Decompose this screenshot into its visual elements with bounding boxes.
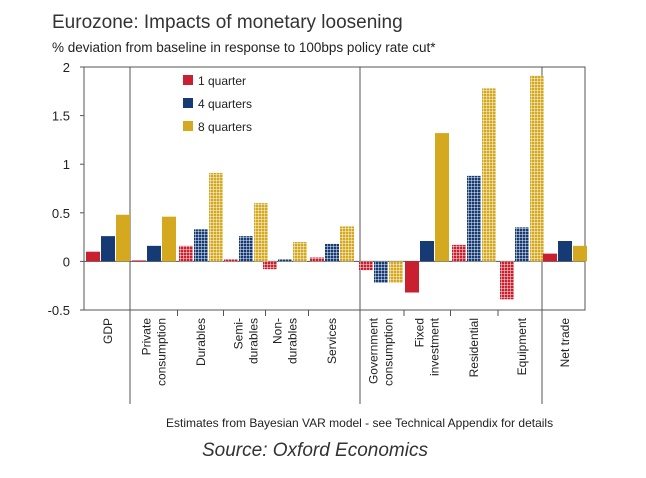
chart-legend: 1 quarter 4 quarters 8 quarters [183,74,252,134]
bar-4-quarters-10 [558,240,572,262]
y-tick-label: 1 [63,157,70,172]
category-label-line: durables [286,318,300,364]
plot-frame [83,66,586,311]
y-tick-label: 0 [63,254,70,269]
chart-bars [86,75,587,300]
category-label-line: Services [325,318,339,364]
chart-title: Eurozone: Impacts of monetary loosening [52,12,403,33]
bar-8-quarters-9 [530,75,544,262]
category-label-line: GDP [101,318,115,344]
category-label-line: Residential [467,318,481,377]
category-label: Equipment [515,317,529,375]
category-label: Residential [467,318,481,377]
bar-1-quarter-6 [359,261,373,271]
y-tick-label: 1.5 [52,109,70,124]
category-label: Net trade [558,318,572,368]
bar-4-quarters-3 [239,236,253,262]
bar-4-quarters-1 [147,245,161,262]
chart-subtitle: % deviation from baseline in response to… [52,40,436,55]
category-label: Non-durables [271,318,300,364]
bar-4-quarters-0 [101,236,115,262]
bar-4-quarters-2 [194,229,208,262]
category-label-line: Fixed [413,318,427,347]
bar-1-quarter-4 [263,261,277,270]
category-label: Durables [194,318,208,366]
category-label: Services [325,318,339,364]
bar-1-quarter-5 [310,257,324,262]
chart-labels: GDP Private consumption Durables Semi-durabl… [101,317,572,386]
y-tick-label: 0.5 [52,206,70,221]
bar-1-quarter-10 [543,253,557,262]
category-label: Semi-durables [232,318,261,364]
category-label-line: durables [247,318,261,364]
category-label-line: investment [428,317,442,376]
legend-swatch [183,98,193,108]
category-label-line: Non- [271,318,285,344]
bar-8-quarters-10 [573,245,587,262]
bar-8-quarters-8 [482,88,496,262]
bar-1-quarter-7 [405,261,419,293]
category-label: Government consumption [367,317,396,386]
bar-1-quarter-8 [452,244,466,262]
category-label: Fixed investment [413,317,442,376]
legend-label: 1 quarter [198,74,246,88]
bar-4-quarters-5 [325,243,339,262]
category-label-line: Semi- [232,318,246,349]
bar-8-quarters-6 [389,261,403,283]
bar-1-quarter-3 [224,259,238,262]
category-label-line: Durables [194,318,208,366]
bar-4-quarters-8 [467,175,481,262]
legend-swatch [183,121,193,131]
legend-label: 8 quarters [198,120,252,134]
category-label: GDP [101,318,115,344]
category-label-line: Equipment [515,317,529,375]
bar-4-quarters-7 [420,240,434,262]
legend-label: 4 quarters [198,97,252,111]
bar-8-quarters-5 [340,226,354,262]
legend-swatch [183,75,193,85]
y-tick-label: -0.5 [48,303,70,318]
category-label-line: Private [140,318,154,356]
bar-8-quarters-2 [209,172,223,262]
bar-4-quarters-4 [278,259,292,262]
category-label: Private consumption [140,318,169,386]
bar-8-quarters-0 [116,214,130,262]
bar-8-quarters-1 [162,216,176,262]
category-label-line: Net trade [558,318,572,368]
category-label-line: consumption [382,318,396,386]
chart-source: Source: Oxford Economics [202,440,428,461]
bar-8-quarters-7 [435,133,449,262]
bar-1-quarter-1 [132,260,146,262]
chart-footnote: Estimates from Bayesian VAR model - see … [166,416,554,430]
bar-1-quarter-9 [500,261,514,300]
bar-1-quarter-2 [179,245,193,262]
bar-8-quarters-3 [254,203,268,262]
y-tick-label: 2 [63,60,70,75]
bar-4-quarters-6 [374,261,388,283]
bar-8-quarters-4 [293,241,307,262]
bar-1-quarter-0 [86,251,100,262]
bar-4-quarters-9 [515,227,529,262]
category-label-line: Government [367,317,381,384]
category-label-line: consumption [155,318,169,386]
